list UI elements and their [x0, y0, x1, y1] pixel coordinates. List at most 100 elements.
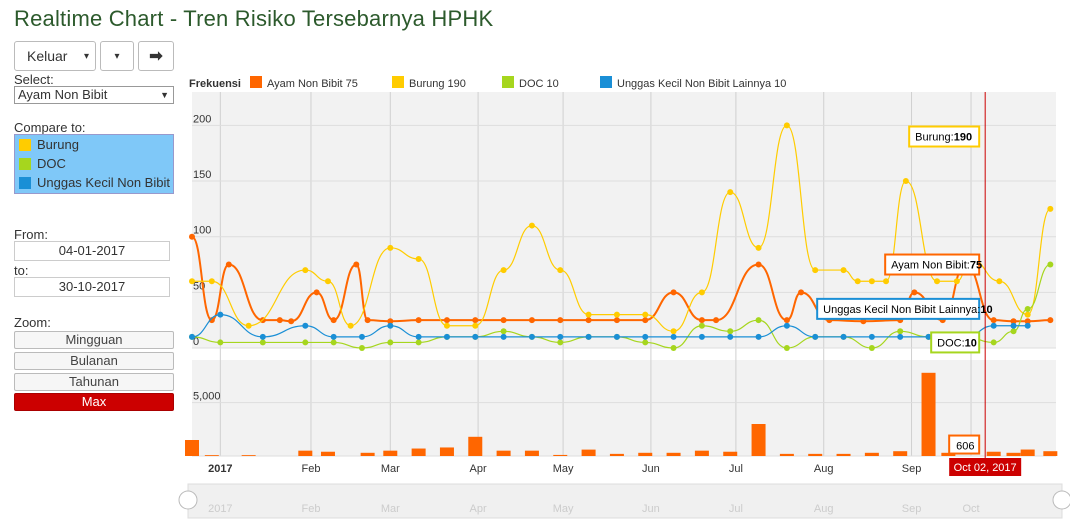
data-point — [698, 333, 705, 340]
to-date-input[interactable]: 30-10-2017 — [14, 277, 170, 297]
data-point — [868, 345, 875, 351]
volume-bar — [751, 424, 766, 456]
navigator-left-handle[interactable] — [178, 490, 198, 510]
data-point — [996, 278, 1003, 285]
volume-bar — [185, 440, 199, 456]
data-point — [313, 289, 320, 296]
volume-bar — [1006, 452, 1021, 456]
data-point — [259, 339, 266, 346]
navigator-label: Jun — [642, 503, 660, 515]
data-point — [557, 267, 564, 274]
compare-label: Compare to: — [14, 120, 86, 135]
tooltip-text: Unggas Kecil Non Bibit Lainnya:10 — [823, 304, 992, 316]
navigator-label: Sep — [902, 503, 922, 515]
compare-item-burung[interactable]: Burung — [15, 135, 173, 154]
data-point — [472, 322, 479, 329]
volume-bar — [383, 450, 398, 456]
data-point — [443, 333, 450, 340]
crosshair-date-flag — [949, 458, 1022, 476]
volume-bar — [1020, 449, 1035, 456]
data-point — [347, 322, 354, 329]
x-tick-label: Jul — [729, 463, 743, 475]
data-point — [1010, 328, 1017, 335]
data-point — [670, 333, 677, 340]
to-label: to: — [14, 263, 29, 278]
legend-label: Unggas Kecil Non Bibit Lainnya 10 — [617, 78, 786, 90]
data-point — [613, 317, 620, 324]
navigator-label: Apr — [470, 503, 487, 515]
data-point — [925, 333, 932, 340]
data-point — [868, 278, 875, 285]
data-point — [1047, 261, 1054, 268]
volume-bar — [638, 452, 653, 456]
data-point — [642, 311, 649, 318]
secondary-dropdown[interactable]: ▾ — [100, 41, 134, 71]
data-point — [883, 278, 890, 285]
volume-y-tick-label: 5,000 — [193, 391, 221, 403]
data-point — [698, 322, 705, 329]
mode-select[interactable]: Keluar ▾ — [14, 41, 96, 71]
zoom-max-button[interactable]: Max — [14, 393, 174, 411]
data-point — [500, 317, 507, 324]
chevron-down-icon: ▾ — [83, 50, 89, 62]
data-point — [727, 333, 734, 340]
data-point — [812, 333, 819, 340]
navigator-right-handle[interactable] — [1052, 490, 1070, 510]
data-point — [755, 333, 762, 340]
compare-item-unggas[interactable]: Unggas Kecil Non Bibit Lainnya — [15, 173, 173, 192]
data-point — [868, 333, 875, 340]
from-date-input[interactable]: 04-01-2017 — [14, 241, 170, 261]
data-point — [557, 317, 564, 324]
data-point — [755, 317, 762, 324]
series-select[interactable]: Ayam Non Bibit ▼ — [14, 86, 174, 104]
compare-item-doc[interactable]: DOC — [15, 154, 173, 173]
navigator-label: Feb — [301, 503, 320, 515]
data-point — [854, 278, 861, 285]
volume-bar — [836, 453, 851, 456]
volume-bar — [298, 450, 313, 456]
compare-list[interactable]: Burung DOC Unggas Kecil Non Bibit Lainny… — [14, 134, 174, 194]
x-tick-label: Mar — [381, 463, 400, 475]
data-point — [670, 289, 677, 296]
navigator-label: Oct — [962, 503, 979, 515]
data-point — [415, 333, 422, 340]
volume-bar — [666, 452, 681, 456]
volume-bar — [1043, 451, 1058, 456]
data-point — [1024, 322, 1031, 329]
volume-bar — [320, 451, 335, 456]
volume-bar — [553, 454, 568, 456]
zoom-weekly-button[interactable]: Mingguan — [14, 331, 174, 349]
chevron-down-icon: ▾ — [114, 50, 120, 62]
y-tick-label: 200 — [193, 113, 211, 125]
data-point — [358, 345, 365, 351]
data-point — [840, 267, 847, 274]
data-point — [755, 261, 762, 268]
data-point — [990, 339, 997, 346]
data-point — [330, 317, 337, 324]
data-point — [528, 222, 535, 229]
x-tick-label: Sep — [902, 463, 922, 475]
volume-bar — [779, 453, 794, 456]
chevron-down-icon: ▼ — [160, 90, 169, 100]
y-tick-label: 0 — [193, 336, 199, 348]
volume-bar — [609, 453, 624, 456]
data-point — [902, 178, 909, 185]
data-point — [500, 267, 507, 274]
tooltip-box — [908, 125, 981, 148]
x-tick-label: Apr — [470, 463, 487, 475]
data-point — [642, 317, 649, 324]
data-point — [302, 322, 309, 329]
tooltip-box — [930, 331, 981, 354]
data-point — [1024, 311, 1031, 318]
volume-bar — [581, 449, 596, 456]
zoom-monthly-button[interactable]: Bulanan — [14, 352, 174, 370]
go-button[interactable]: ➡ — [138, 41, 174, 71]
data-point — [911, 289, 918, 296]
crosshair-date-label: Oct 02, 2017 — [954, 462, 1017, 474]
compare-item-label: Burung — [37, 137, 79, 152]
data-point — [613, 311, 620, 318]
compare-item-label: Unggas Kecil Non Bibit Lainnya — [37, 175, 173, 190]
zoom-yearly-button[interactable]: Tahunan — [14, 373, 174, 391]
volume-bar — [360, 452, 375, 456]
